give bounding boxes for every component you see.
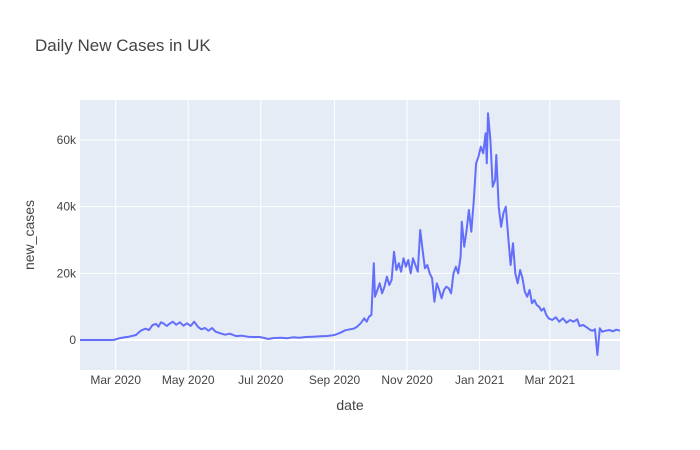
x-axis-label: date (336, 397, 363, 413)
x-tick-label: Sep 2020 (309, 373, 361, 387)
x-tick-label: Mar 2020 (90, 373, 141, 387)
y-tick-label: 0 (69, 333, 76, 347)
x-tick-label: Jan 2021 (455, 373, 505, 387)
series-line (80, 112, 621, 356)
x-tick-label: Mar 2021 (524, 373, 575, 387)
x-tick-label: Jul 2020 (238, 373, 284, 387)
plot-background (80, 100, 620, 370)
tick-layer: Mar 2020 May 2020 Jul 2020 Sep 2020 Nov 2020… (57, 133, 576, 387)
x-tick-label: Nov 2020 (381, 373, 433, 387)
series-layer (80, 112, 621, 356)
x-tick-label: May 2020 (162, 373, 215, 387)
chart-title: Daily New Cases in UK (35, 36, 211, 55)
grid-layer (80, 100, 620, 370)
y-tick-label: 60k (57, 133, 77, 147)
y-tick-label: 40k (57, 200, 77, 214)
y-tick-label: 20k (57, 266, 77, 280)
y-axis-label: new_cases (21, 200, 37, 270)
